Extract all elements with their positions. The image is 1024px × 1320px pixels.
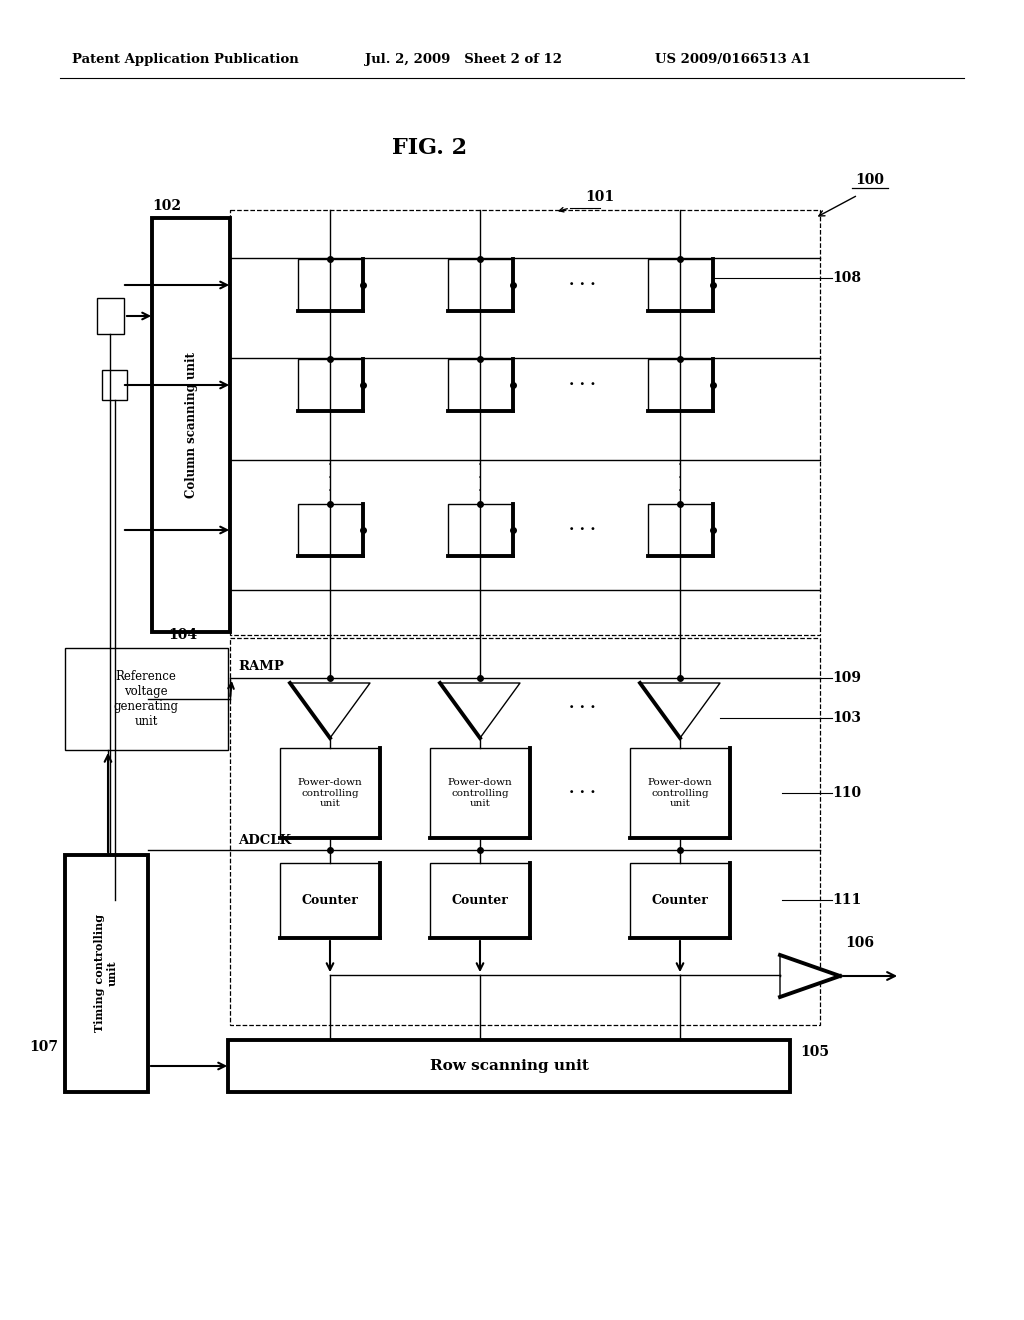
Text: Power-down
controlling
unit: Power-down controlling unit: [647, 777, 713, 808]
Bar: [630, 748, 730, 838]
Bar: [280, 748, 380, 838]
Text: 101: 101: [586, 190, 614, 205]
Bar: [97, 298, 124, 334]
Bar: [647, 359, 713, 411]
Text: 103: 103: [831, 711, 861, 725]
Text: · · ·: · · ·: [568, 279, 595, 292]
Text: Jul. 2, 2009   Sheet 2 of 12: Jul. 2, 2009 Sheet 2 of 12: [365, 54, 562, 66]
Bar: [280, 863, 380, 939]
Text: Power-down
controlling
unit: Power-down controlling unit: [447, 777, 512, 808]
Bar: [298, 504, 362, 556]
Text: US 2009/0166513 A1: US 2009/0166513 A1: [655, 54, 811, 66]
Bar: [65, 855, 148, 1092]
Text: Counter: Counter: [452, 894, 509, 907]
Text: Column scanning unit: Column scanning unit: [184, 352, 198, 498]
Bar: [447, 504, 512, 556]
Bar: [447, 359, 512, 411]
Text: · · ·: · · ·: [568, 378, 595, 392]
Bar: [298, 259, 362, 312]
Bar: [230, 638, 820, 1026]
Bar: [230, 210, 820, 635]
Text: · · ·: · · ·: [568, 701, 595, 715]
Text: 107: 107: [29, 1040, 58, 1053]
Text: 100: 100: [855, 173, 885, 187]
Text: Power-down
controlling
unit: Power-down controlling unit: [298, 777, 362, 808]
Text: ·
·
·: · · ·: [478, 458, 482, 498]
Text: 105: 105: [800, 1045, 829, 1059]
Bar: [228, 1040, 790, 1092]
Text: Counter: Counter: [651, 894, 709, 907]
Text: 110: 110: [831, 785, 861, 800]
Bar: [430, 748, 530, 838]
Bar: [65, 648, 228, 750]
Bar: [102, 370, 127, 400]
Bar: [152, 218, 230, 632]
Text: ADCLK: ADCLK: [238, 833, 291, 846]
Text: Row scanning unit: Row scanning unit: [429, 1059, 589, 1073]
Bar: [447, 259, 512, 312]
Text: 111: 111: [831, 894, 861, 907]
Bar: [647, 504, 713, 556]
Bar: [430, 863, 530, 939]
Text: Patent Application Publication: Patent Application Publication: [72, 54, 299, 66]
Text: 109: 109: [831, 671, 861, 685]
Text: 102: 102: [152, 199, 181, 213]
Text: ·
·
·: · · ·: [678, 458, 682, 498]
Text: Counter: Counter: [301, 894, 358, 907]
Text: RAMP: RAMP: [238, 660, 284, 672]
Bar: [647, 259, 713, 312]
Polygon shape: [780, 954, 840, 997]
Text: Reference
voltage
generating
unit: Reference voltage generating unit: [114, 671, 178, 729]
Text: ·
·
·: · · ·: [328, 458, 332, 498]
Bar: [298, 359, 362, 411]
Text: · · ·: · · ·: [568, 523, 595, 537]
Text: 104: 104: [168, 628, 198, 642]
Text: 108: 108: [831, 271, 861, 285]
Text: FIG. 2: FIG. 2: [392, 137, 468, 158]
Text: Timing controlling
unit: Timing controlling unit: [94, 913, 118, 1032]
Bar: [630, 863, 730, 939]
Text: · · ·: · · ·: [568, 785, 595, 800]
Text: 106: 106: [846, 936, 874, 950]
